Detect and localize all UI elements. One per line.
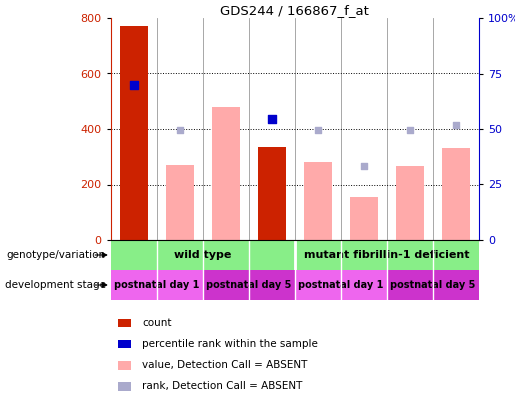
Bar (118, 382, 131, 391)
Bar (111, 240, 295, 270)
Point (314, 126, 322, 133)
Bar (396, 166, 424, 240)
Point (360, 162, 368, 169)
Bar (442, 148, 470, 240)
Bar (212, 107, 239, 240)
Text: postnatal day 1: postnatal day 1 (298, 280, 384, 290)
Bar (166, 165, 194, 240)
Point (130, 82, 138, 88)
Text: postnatal day 5: postnatal day 5 (390, 280, 476, 290)
Text: wild type: wild type (174, 250, 231, 260)
Bar (304, 162, 332, 240)
Bar (203, 270, 295, 300)
Bar (118, 361, 131, 369)
Point (406, 126, 414, 133)
Text: percentile rank within the sample: percentile rank within the sample (142, 339, 318, 349)
Text: genotype/variation: genotype/variation (7, 250, 106, 260)
Text: count: count (142, 318, 171, 328)
Bar (118, 318, 131, 327)
Bar (350, 197, 377, 240)
Bar (118, 340, 131, 348)
Text: rank, Detection Call = ABSENT: rank, Detection Call = ABSENT (142, 381, 302, 391)
Bar (120, 26, 147, 240)
Text: postnatal day 1: postnatal day 1 (114, 280, 199, 290)
Text: value, Detection Call = ABSENT: value, Detection Call = ABSENT (142, 360, 307, 370)
Bar (258, 147, 286, 240)
Bar (295, 240, 479, 270)
Text: development stage: development stage (5, 280, 106, 290)
Text: postnatal day 5: postnatal day 5 (206, 280, 291, 290)
Point (176, 127, 184, 133)
Point (268, 116, 276, 122)
Bar (111, 270, 203, 300)
Bar (387, 270, 479, 300)
Text: mutant fibrillin-1 deficient: mutant fibrillin-1 deficient (304, 250, 470, 260)
Bar (295, 270, 387, 300)
Title: GDS244 / 166867_f_at: GDS244 / 166867_f_at (220, 4, 369, 17)
Point (452, 122, 460, 128)
